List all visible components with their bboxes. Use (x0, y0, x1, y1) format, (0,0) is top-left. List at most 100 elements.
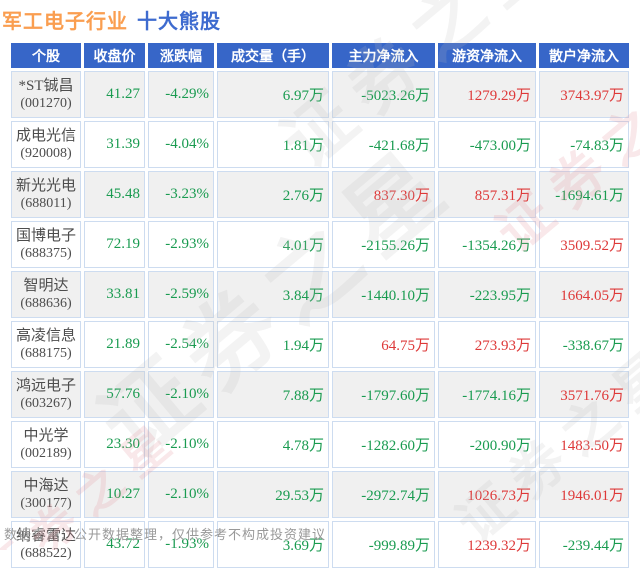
stock-code: (002189) (20, 445, 72, 461)
change-percent-cell: -2.10% (148, 371, 214, 418)
change-percent-cell: -2.10% (148, 421, 214, 468)
close-price-cell: 57.76 (84, 371, 145, 418)
data-source-note: 数据来源：公开数据整理，仅供参考不构成投资建议 (4, 527, 327, 542)
hot-money-inflow-cell: 1239.32万 (438, 521, 536, 568)
column-header-0: 个股 (11, 43, 81, 68)
header-row: 个股 收盘价 涨跌幅 成交量（手） 主力净流入 游资净流入 散户净流入 (11, 43, 629, 68)
volume-cell: 29.53万 (217, 471, 329, 518)
stock-cell: 高凌信息 (688175) (11, 321, 81, 368)
main-inflow-cell: -1797.60万 (332, 371, 435, 418)
table-header: 个股 收盘价 涨跌幅 成交量（手） 主力净流入 游资净流入 散户净流入 (11, 43, 629, 68)
volume-cell: 1.94万 (217, 321, 329, 368)
stock-name: 纳睿雷达 (15, 527, 76, 544)
close-price-cell: 41.27 (84, 71, 145, 118)
retail-inflow-cell: 1946.01万 (539, 471, 629, 518)
retail-inflow-cell: 3509.52万 (539, 221, 629, 268)
table-row: 鸿远电子 (603267) 57.76 -2.10% 7.88万 -1797.60万 -17… (11, 371, 629, 418)
stocks-table: 个股 收盘价 涨跌幅 成交量（手） 主力净流入 游资净流入 散户净流入 *ST铖昌 (0012… (8, 40, 632, 571)
stock-name: 中海达 (23, 477, 69, 494)
stock-cell: 中光学 (002189) (11, 421, 81, 468)
stock-cell: 国博电子 (688375) (11, 221, 81, 268)
change-percent-cell: -2.93% (148, 221, 214, 268)
main-inflow-cell: -5023.26万 (332, 71, 435, 118)
main-inflow-cell: -2155.26万 (332, 221, 435, 268)
stock-name: 中光学 (23, 427, 69, 444)
volume-cell: 6.97万 (217, 71, 329, 118)
stock-code: (001270) (20, 95, 72, 111)
change-percent-cell: -3.23% (148, 171, 214, 218)
change-percent-cell: -2.59% (148, 271, 214, 318)
retail-inflow-cell: 3571.76万 (539, 371, 629, 418)
stock-code: (300177) (20, 495, 72, 511)
retail-inflow-cell: -1694.61万 (539, 171, 629, 218)
stock-code: (603267) (20, 395, 72, 411)
stock-name: 成电光信 (15, 127, 76, 144)
table-row: 国博电子 (688375) 72.19 -2.93% 4.01万 -2155.26万 -13… (11, 221, 629, 268)
main-inflow-cell: -999.89万 (332, 521, 435, 568)
stock-code: (688375) (20, 245, 72, 261)
table-row: 中海达 (300177) 10.27 -2.10% 29.53万 -2972.74万 102… (11, 471, 629, 518)
retail-inflow-cell: 1483.50万 (539, 421, 629, 468)
close-price-cell: 21.89 (84, 321, 145, 368)
hot-money-inflow-cell: -200.90万 (438, 421, 536, 468)
column-header-2: 涨跌幅 (148, 43, 214, 68)
table-body: *ST铖昌 (001270) 41.27 -4.29% 6.97万 -5023.26万 12… (11, 71, 629, 568)
page-title: 军工电子行业 十大熊股 (2, 5, 221, 34)
stock-cell: 鸿远电子 (603267) (11, 371, 81, 418)
main-inflow-cell: 64.75万 (332, 321, 435, 368)
title-industry: 军工电子行业 (2, 11, 128, 33)
stock-code: (688636) (20, 295, 72, 311)
retail-inflow-cell: 3743.97万 (539, 71, 629, 118)
change-percent-cell: -4.04% (148, 121, 214, 168)
stock-code: (688522) (20, 545, 72, 561)
volume-cell: 4.78万 (217, 421, 329, 468)
table-row: *ST铖昌 (001270) 41.27 -4.29% 6.97万 -5023.26万 12… (11, 71, 629, 118)
stock-cell: 新光光电 (688011) (11, 171, 81, 218)
stock-name: 鸿远电子 (15, 377, 76, 394)
stock-code: (688175) (20, 345, 72, 361)
hot-money-inflow-cell: -223.95万 (438, 271, 536, 318)
stock-name: 新光光电 (15, 177, 76, 194)
main-inflow-cell: -1440.10万 (332, 271, 435, 318)
table-row: 成电光信 (920008) 31.39 -4.04% 1.81万 -421.68万 -473… (11, 121, 629, 168)
close-price-cell: 33.81 (84, 271, 145, 318)
column-header-1: 收盘价 (84, 43, 145, 68)
retail-inflow-cell: 1664.05万 (539, 271, 629, 318)
retail-inflow-cell: -239.44万 (539, 521, 629, 568)
close-price-cell: 10.27 (84, 471, 145, 518)
volume-cell: 2.76万 (217, 171, 329, 218)
retail-inflow-cell: -74.83万 (539, 121, 629, 168)
close-price-cell: 31.39 (84, 121, 145, 168)
main-inflow-cell: 837.30万 (332, 171, 435, 218)
stock-cell: 智明达 (688636) (11, 271, 81, 318)
close-price-cell: 45.48 (84, 171, 145, 218)
table-row: 智明达 (688636) 33.81 -2.59% 3.84万 -1440.10万 -223… (11, 271, 629, 318)
close-price-cell: 23.30 (84, 421, 145, 468)
hot-money-inflow-cell: -473.00万 (438, 121, 536, 168)
table-row: 新光光电 (688011) 45.48 -3.23% 2.76万 837.30万 857.3… (11, 171, 629, 218)
volume-cell: 4.01万 (217, 221, 329, 268)
close-price-cell: 72.19 (84, 221, 145, 268)
change-percent-cell: -4.29% (148, 71, 214, 118)
volume-cell: 7.88万 (217, 371, 329, 418)
hot-money-inflow-cell: 273.93万 (438, 321, 536, 368)
volume-cell: 3.84万 (217, 271, 329, 318)
change-percent-cell: -2.54% (148, 321, 214, 368)
stock-cell: 中海达 (300177) (11, 471, 81, 518)
main-inflow-cell: -1282.60万 (332, 421, 435, 468)
table-row: 高凌信息 (688175) 21.89 -2.54% 1.94万 64.75万 273.93… (11, 321, 629, 368)
hot-money-inflow-cell: 857.31万 (438, 171, 536, 218)
main-inflow-cell: -421.68万 (332, 121, 435, 168)
column-header-4: 主力净流入 (332, 43, 435, 68)
title-suffix: 十大熊股 (137, 11, 221, 33)
volume-cell: 1.81万 (217, 121, 329, 168)
table-row: 纳睿雷达 (688522) 43.72 -1.93% 3.69万 -999.89万 1239… (11, 521, 629, 568)
table-row: 中光学 (002189) 23.30 -2.10% 4.78万 -1282.60万 -200… (11, 421, 629, 468)
stock-name: 高凌信息 (15, 327, 76, 344)
stock-code: (688011) (20, 195, 72, 211)
stock-name: 智明达 (23, 277, 69, 294)
hot-money-inflow-cell: -1354.26万 (438, 221, 536, 268)
stock-code: (920008) (20, 145, 72, 161)
hot-money-inflow-cell: 1026.73万 (438, 471, 536, 518)
